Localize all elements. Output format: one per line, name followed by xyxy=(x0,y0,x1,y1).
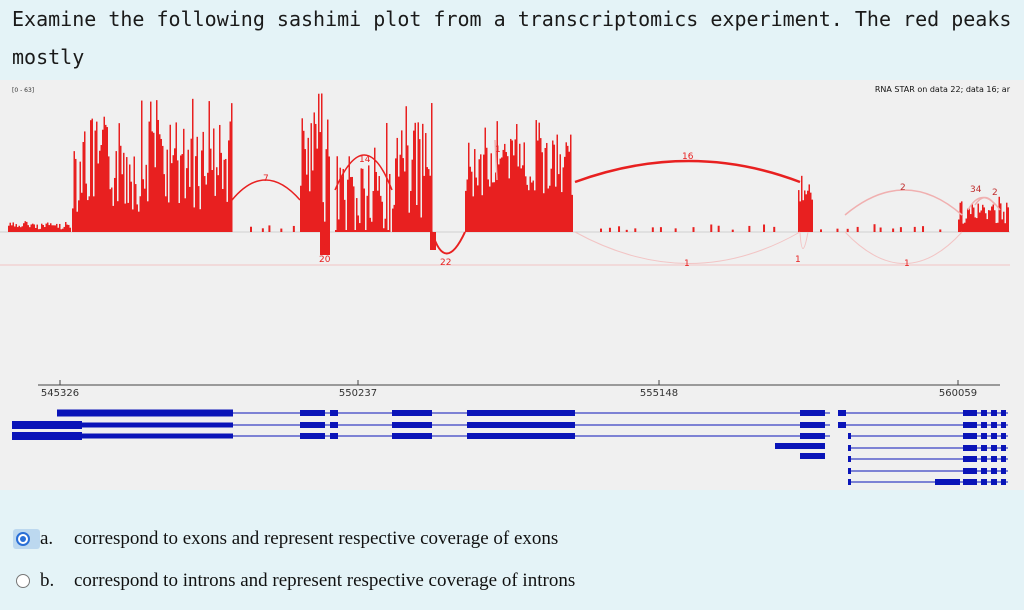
junction-arc xyxy=(844,231,963,264)
ruler-labels: 545326 550237 555148 560059 xyxy=(41,388,977,399)
option-text: correspond to introns and represent resp… xyxy=(74,570,576,591)
junction-arc xyxy=(574,159,801,184)
junction-arc xyxy=(320,231,330,253)
range-label: [0 - 63] xyxy=(12,87,34,94)
ruler-ticks xyxy=(59,380,959,385)
option-b[interactable]: b. correspond to introns and represent r… xyxy=(16,566,575,596)
position-label: 560059 xyxy=(939,388,977,399)
question-text: Examine the following sashimi plot from … xyxy=(12,7,1024,69)
junction-count: 7 xyxy=(263,174,269,184)
junction-count: 20 xyxy=(319,255,331,265)
junction-arcs-top xyxy=(231,139,1001,216)
sashimi-plot: [0 - 63] RNA STAR on data 22; data 16; a… xyxy=(0,80,1024,490)
option-text: correspond to exons and represent respec… xyxy=(74,528,559,549)
junction-arc xyxy=(844,189,963,216)
junction-arcs-bottom xyxy=(320,231,963,264)
option-letter: a. xyxy=(40,528,54,549)
junction-count: 16 xyxy=(682,152,694,162)
junction-arc xyxy=(231,179,301,201)
option-letter: b. xyxy=(40,570,55,591)
junction-arc xyxy=(967,196,1001,211)
coverage-track xyxy=(8,93,1009,255)
junction-count: 1 xyxy=(684,259,690,269)
junction-count: 22 xyxy=(440,258,451,268)
track-label: RNA STAR on data 22; data 16; ar xyxy=(875,85,1011,94)
junction-count: 2 xyxy=(992,188,998,198)
junction-count: 1 xyxy=(495,145,501,155)
radio-a[interactable] xyxy=(16,532,30,546)
junction-arc xyxy=(431,231,466,255)
junction-count: 1 xyxy=(795,255,801,265)
position-label: 545326 xyxy=(41,388,79,399)
gene-models xyxy=(12,409,1008,485)
junction-arc xyxy=(494,139,498,181)
junction-count: 2 xyxy=(900,183,906,193)
position-label: 550237 xyxy=(339,388,377,399)
junction-arc xyxy=(574,231,801,264)
option-a[interactable]: a. correspond to exons and represent res… xyxy=(13,524,559,554)
junction-arc xyxy=(334,154,393,191)
position-label: 555148 xyxy=(640,388,678,399)
junction-count: 34 xyxy=(970,185,982,195)
junction-count: 14 xyxy=(359,155,371,165)
radio-b[interactable] xyxy=(16,574,30,588)
junction-arc xyxy=(799,231,809,249)
junction-labels: 7 14 1 16 2 34 2 20 22 1 1 1 xyxy=(263,145,998,269)
junction-count: 1 xyxy=(904,259,910,269)
